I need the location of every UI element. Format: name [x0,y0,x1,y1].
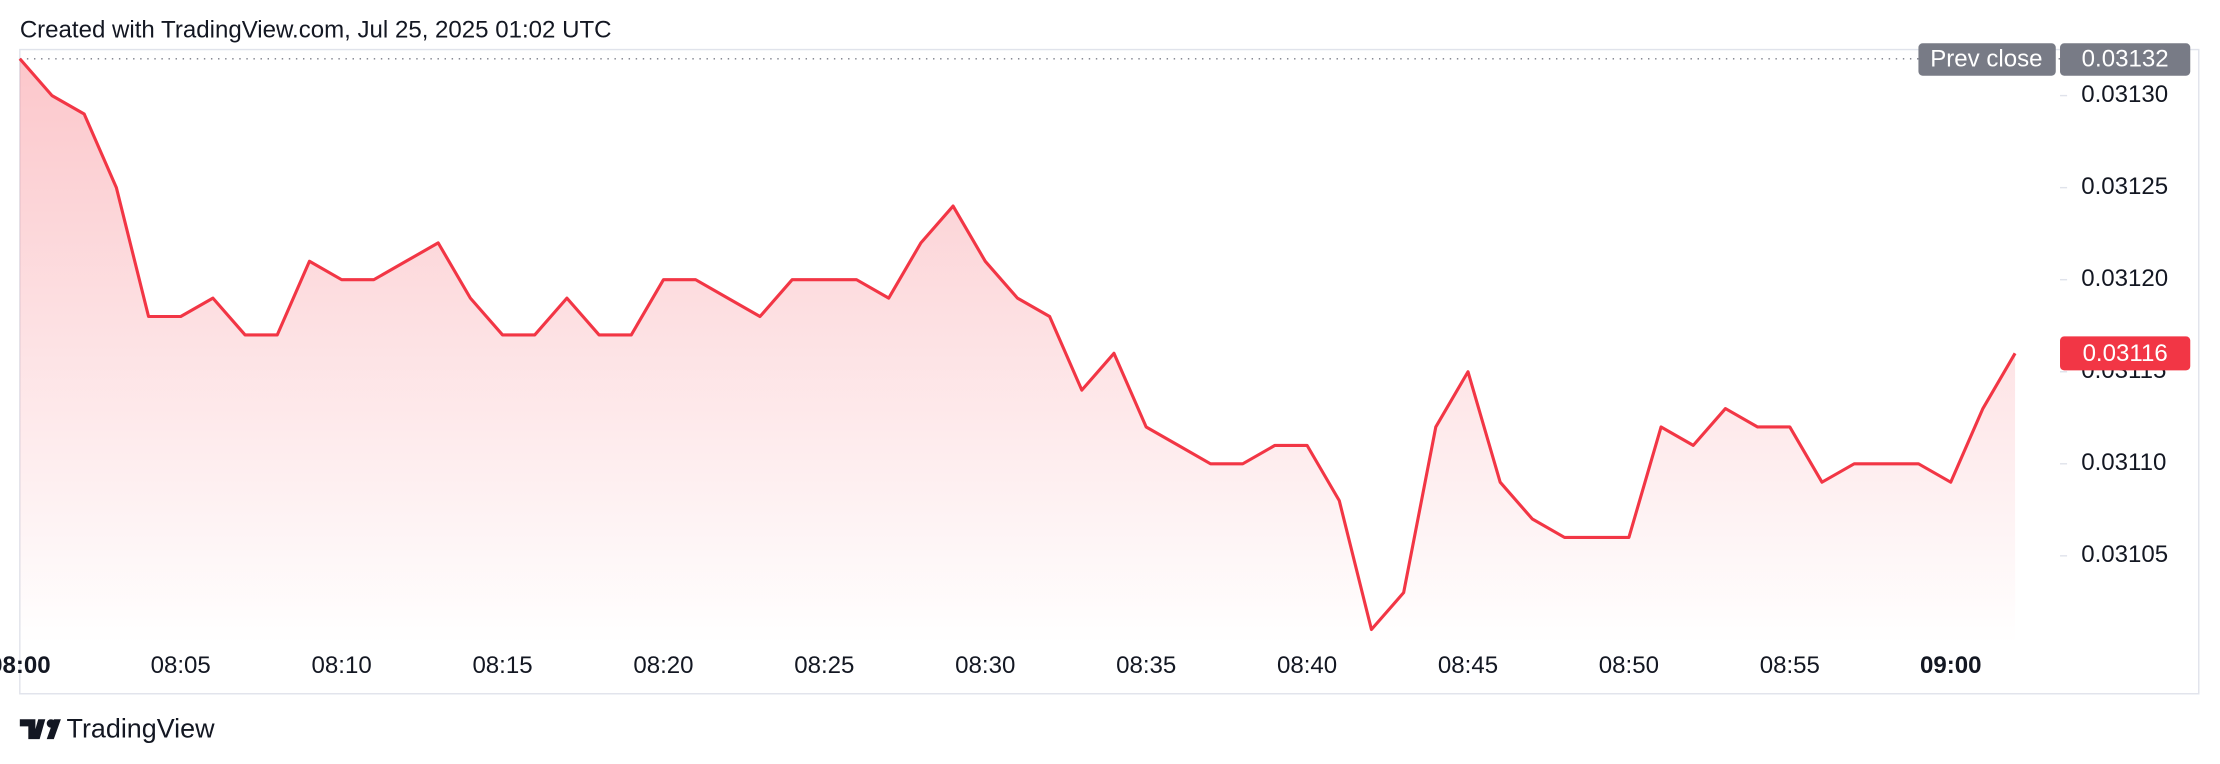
prev-close-value-badge [2060,43,2191,76]
prev-close-value: 0.03132 [2082,46,2169,73]
last-price-label: 0.03116 [2083,340,2168,367]
x-tick-label: 08:55 [1760,652,1820,679]
brand-name: TradingView [67,714,216,744]
price-line [18,57,2017,632]
x-tick-label: 08:30 [955,652,1015,679]
x-tick-label: 08:15 [472,652,532,679]
prev-close-label: Prev close [1930,46,2042,73]
y-tick-label: 0.03130 [2081,81,2168,108]
x-tick-label: 08:35 [1116,652,1176,679]
x-tick-label: 08:10 [312,652,372,679]
x-tick-label: 08:50 [1599,652,1659,679]
x-tick-label: 08:25 [794,652,854,679]
header-title: Created with TradingView.com, Jul 25, 20… [20,17,612,44]
x-tick-label: 08:05 [151,652,211,679]
prev-close-badge [1918,43,2056,76]
y-tick-label: 0.03120 [2081,265,2168,292]
x-tick-label: 08:20 [633,652,693,679]
y-tick-label: 0.03125 [2081,173,2168,200]
x-tick-label: 08:40 [1277,652,1337,679]
price-area [19,58,2016,645]
x-tick-label: 08:45 [1438,652,1498,679]
y-tick-label: 0.03105 [2081,541,2168,568]
x-tick-label: 08:00 [0,652,51,679]
brand: TradingView [19,714,216,744]
last-price-badge [2060,336,2191,371]
x-tick-label: 09:00 [1920,652,1982,679]
y-tick-label: 0.03110 [2081,449,2166,476]
